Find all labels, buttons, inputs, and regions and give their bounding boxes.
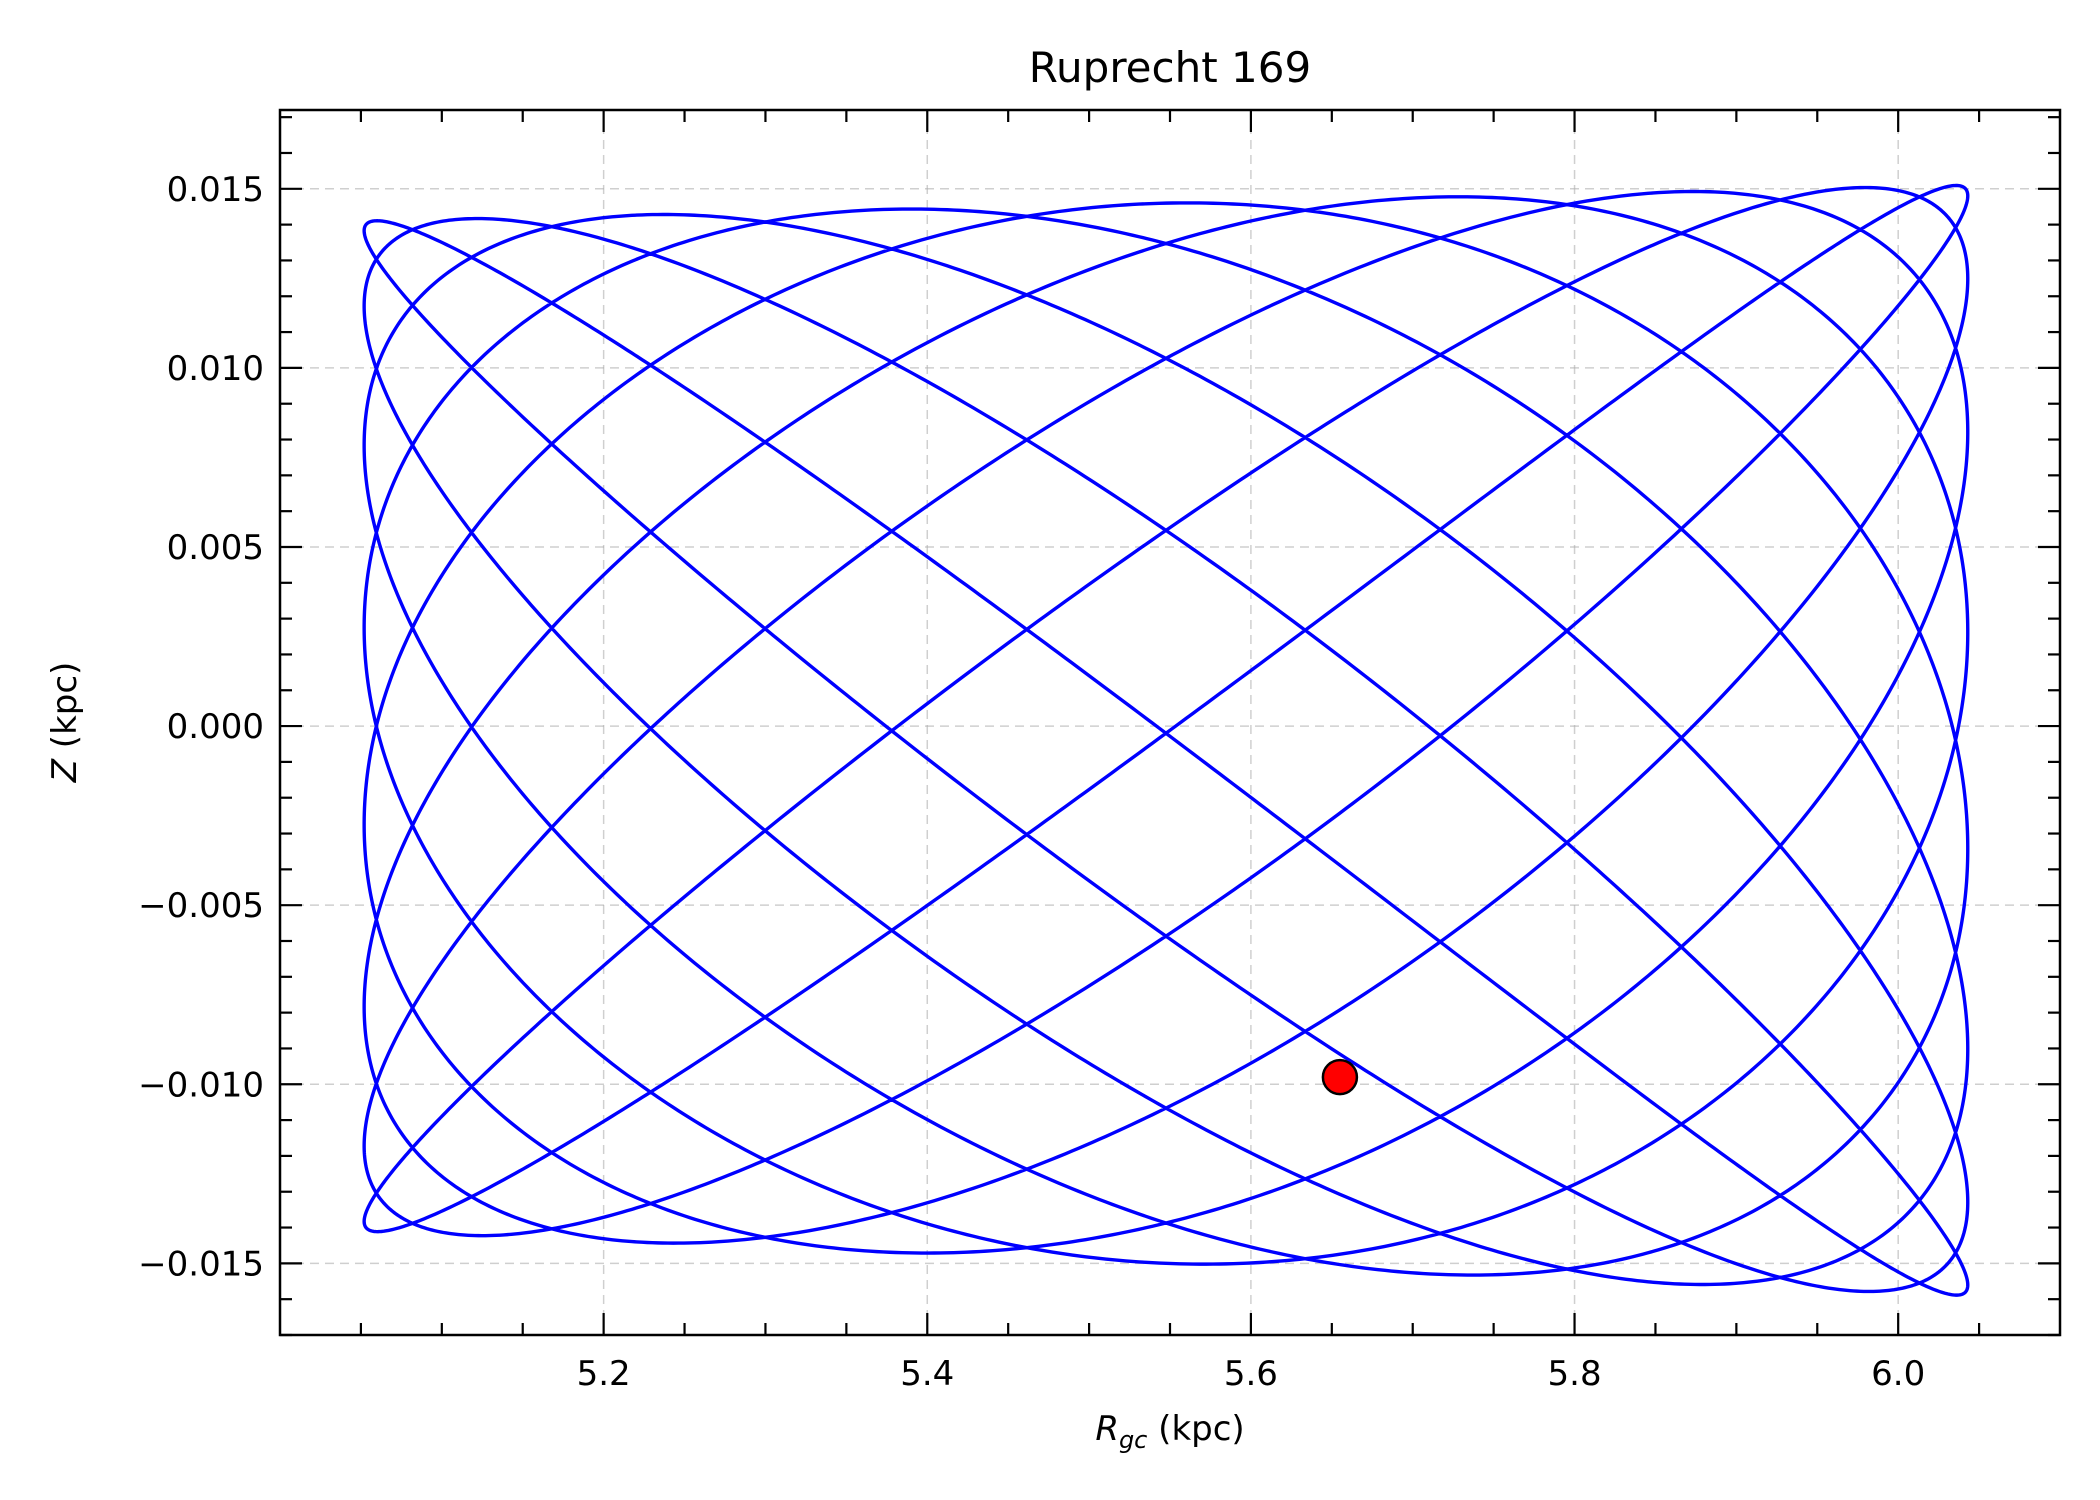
y-axis-label-main: Z (45, 758, 85, 783)
data-area (362, 183, 1970, 1297)
x-axis-label: Rgc (kpc) (1095, 1409, 1244, 1454)
y-tick-label: 0.005 (167, 528, 264, 568)
y-tick-label: −0.015 (138, 1244, 264, 1284)
y-tick-label: −0.010 (138, 1065, 264, 1105)
x-tick-label: 6.0 (1871, 1354, 1925, 1394)
orbit-path (362, 183, 1970, 1297)
y-axis-label-unit: (kpc) (45, 662, 85, 759)
axis-ticks (280, 110, 2060, 1337)
x-tick-label: 5.6 (1224, 1354, 1278, 1394)
y-tick-label: 0.010 (167, 349, 264, 389)
plot-frame (278, 108, 2062, 1337)
x-axis-label-subscript: gc (1119, 1426, 1147, 1454)
x-tick-labels: 5.2 5.4 5.6 5.8 6.0 (577, 1354, 1926, 1394)
x-axis-label-main: R (1095, 1409, 1119, 1449)
x-tick-label: 5.2 (577, 1354, 631, 1394)
y-tick-label: 0.015 (167, 170, 264, 210)
grid-lines (280, 110, 2060, 1335)
y-tick-labels: 0.015 0.010 0.005 0.000 −0.005 −0.010 −0.015 (138, 170, 264, 1285)
y-tick-label: 0.000 (167, 707, 264, 747)
x-axis-label-unit: (kpc) (1147, 1409, 1244, 1449)
current-position-marker (1321, 1058, 1359, 1096)
x-tick-label: 5.4 (900, 1354, 954, 1394)
y-axis-label: Z (kpc) (45, 662, 85, 784)
x-tick-label: 5.8 (1548, 1354, 1602, 1394)
y-tick-label: −0.005 (138, 886, 264, 926)
chart-title: Ruprecht 169 (1029, 43, 1311, 92)
